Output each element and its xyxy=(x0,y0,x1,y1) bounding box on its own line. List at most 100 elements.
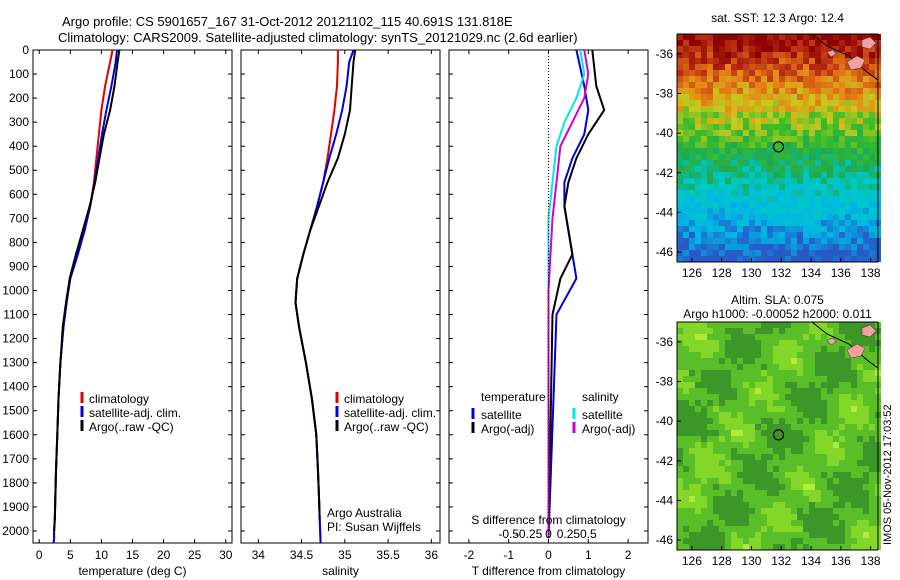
map-cell xyxy=(851,358,857,364)
map-cell xyxy=(737,244,743,250)
map-cell xyxy=(701,208,707,214)
y-tick-label: 400 xyxy=(9,139,29,153)
y-tick-label: -38 xyxy=(656,86,674,100)
map-cell xyxy=(797,424,803,430)
map-cell xyxy=(779,532,785,538)
map-cell xyxy=(743,400,749,406)
map-cell xyxy=(821,352,827,358)
map-cell xyxy=(827,88,833,94)
map-cell xyxy=(707,538,713,544)
map-cell xyxy=(845,328,851,334)
map-cell xyxy=(809,490,815,496)
map-cell xyxy=(695,334,701,340)
map-cell xyxy=(713,340,719,346)
map-cell xyxy=(677,136,683,142)
map-cell xyxy=(731,460,737,466)
legend-title: salinity xyxy=(582,390,619,404)
map-cell xyxy=(827,394,833,400)
map-cell xyxy=(791,220,797,226)
map-cell xyxy=(737,484,743,490)
map-cell xyxy=(683,148,689,154)
map-cell xyxy=(821,124,827,130)
map-cell xyxy=(827,70,833,76)
y-tick-label: 1900 xyxy=(2,500,29,514)
map-cell xyxy=(869,100,875,106)
map-cell xyxy=(743,124,749,130)
map-cell xyxy=(725,220,731,226)
y-tick-label: -42 xyxy=(656,454,674,468)
map-cell xyxy=(845,190,851,196)
map-cell xyxy=(779,124,785,130)
map-cell xyxy=(743,76,749,82)
map-cell xyxy=(785,352,791,358)
map-cell xyxy=(695,202,701,208)
map-cell xyxy=(683,388,689,394)
map-cell xyxy=(821,226,827,232)
map-cell xyxy=(773,40,779,46)
map-cell xyxy=(683,406,689,412)
top-tick-label: 0.5 xyxy=(580,527,597,541)
map-cell xyxy=(767,154,773,160)
map-cell xyxy=(773,322,779,328)
argo-position-marker xyxy=(772,429,785,441)
map-cell xyxy=(683,472,689,478)
map-cell xyxy=(749,190,755,196)
map-cell xyxy=(707,460,713,466)
map-cell xyxy=(863,388,869,394)
map-cell xyxy=(683,184,689,190)
map-cell xyxy=(863,430,869,436)
map-cell xyxy=(803,472,809,478)
map-cell xyxy=(851,214,857,220)
map-cell xyxy=(791,502,797,508)
legend-label: Argo(-adj) xyxy=(481,422,534,436)
map-cell xyxy=(869,424,875,430)
map-cell xyxy=(707,490,713,496)
map-cell xyxy=(695,244,701,250)
map-cell xyxy=(779,202,785,208)
map-cell xyxy=(809,196,815,202)
map-cell xyxy=(749,148,755,154)
map-cell xyxy=(821,76,827,82)
map-cell xyxy=(683,82,689,88)
map-cell xyxy=(791,58,797,64)
map-cell xyxy=(827,364,833,370)
map-cell xyxy=(731,424,737,430)
map-cell xyxy=(779,112,785,118)
island xyxy=(861,324,877,338)
map-cell xyxy=(755,424,761,430)
map-cell xyxy=(701,226,707,232)
map-cell xyxy=(749,250,755,256)
map-cell xyxy=(791,40,797,46)
map-cell xyxy=(839,178,845,184)
map-cell xyxy=(815,418,821,424)
map-cell xyxy=(815,142,821,148)
map-cell xyxy=(755,154,761,160)
map-cell xyxy=(713,52,719,58)
map-cell xyxy=(815,112,821,118)
map-cell xyxy=(791,106,797,112)
map-cell xyxy=(845,478,851,484)
map-cell xyxy=(791,442,797,448)
map-cell xyxy=(845,130,851,136)
map-cell xyxy=(785,388,791,394)
map-cell xyxy=(791,490,797,496)
map-cell xyxy=(713,208,719,214)
map-cell xyxy=(839,418,845,424)
map-cell xyxy=(677,238,683,244)
map-cell xyxy=(791,352,797,358)
map-cell xyxy=(683,100,689,106)
map-cell xyxy=(863,124,869,130)
map-cell xyxy=(755,220,761,226)
map-cell xyxy=(731,334,737,340)
map-cell xyxy=(821,532,827,538)
map-cell xyxy=(821,118,827,124)
map-cell xyxy=(743,238,749,244)
map-cell xyxy=(845,436,851,442)
map-cell xyxy=(677,46,683,52)
series-line xyxy=(547,49,590,539)
map-cell xyxy=(839,496,845,502)
map-cell xyxy=(851,196,857,202)
map-cell xyxy=(695,382,701,388)
map-cell xyxy=(761,538,767,544)
map-cell xyxy=(761,106,767,112)
